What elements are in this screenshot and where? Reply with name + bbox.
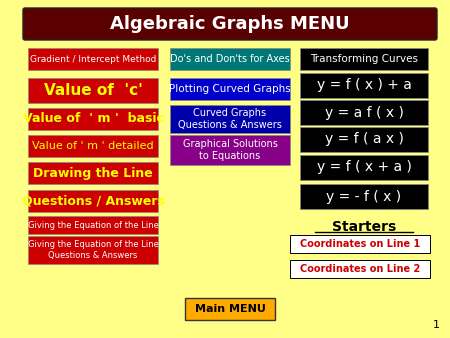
FancyBboxPatch shape (28, 78, 158, 103)
FancyBboxPatch shape (28, 190, 158, 212)
FancyBboxPatch shape (28, 216, 158, 234)
Text: Coordinates on Line 1: Coordinates on Line 1 (300, 239, 420, 249)
Text: Do's and Don'ts for Axes: Do's and Don'ts for Axes (170, 54, 290, 64)
Text: Transforming Curves: Transforming Curves (310, 54, 418, 64)
Text: Coordinates on Line 2: Coordinates on Line 2 (300, 264, 420, 274)
Text: Value of  'c': Value of 'c' (44, 83, 143, 98)
FancyBboxPatch shape (28, 236, 158, 264)
FancyBboxPatch shape (290, 260, 430, 278)
Text: Gradient / Intercept Method: Gradient / Intercept Method (30, 54, 156, 64)
FancyBboxPatch shape (28, 135, 158, 157)
Text: y = f ( x ) + a: y = f ( x ) + a (316, 78, 411, 93)
Text: y = - f ( x ): y = - f ( x ) (326, 190, 401, 203)
FancyBboxPatch shape (170, 48, 290, 70)
FancyBboxPatch shape (300, 100, 428, 125)
FancyBboxPatch shape (300, 155, 428, 180)
Text: Plotting Curved Graphs: Plotting Curved Graphs (169, 84, 291, 94)
Text: Curved Graphs
Questions & Answers: Curved Graphs Questions & Answers (178, 108, 282, 130)
Text: Main MENU: Main MENU (194, 304, 266, 314)
Text: Graphical Solutions
to Equations: Graphical Solutions to Equations (183, 139, 278, 161)
Text: Value of  ' m '  basic: Value of ' m ' basic (22, 113, 163, 125)
Text: Algebraic Graphs MENU: Algebraic Graphs MENU (110, 15, 350, 33)
FancyBboxPatch shape (28, 162, 158, 184)
Text: Value of ' m ' detailed: Value of ' m ' detailed (32, 141, 154, 151)
FancyBboxPatch shape (300, 184, 428, 209)
FancyBboxPatch shape (28, 108, 158, 130)
FancyBboxPatch shape (170, 105, 290, 133)
Text: Starters: Starters (332, 220, 396, 234)
Text: Giving the Equation of the Line: Giving the Equation of the Line (27, 220, 158, 230)
Text: y = f ( x + a ): y = f ( x + a ) (316, 161, 411, 174)
FancyBboxPatch shape (170, 135, 290, 165)
FancyBboxPatch shape (28, 48, 158, 70)
FancyBboxPatch shape (290, 235, 430, 253)
FancyBboxPatch shape (300, 48, 428, 70)
Text: Giving the Equation of the Line
Questions & Answers: Giving the Equation of the Line Question… (27, 240, 158, 260)
FancyBboxPatch shape (300, 127, 428, 152)
FancyBboxPatch shape (185, 298, 275, 320)
FancyBboxPatch shape (300, 73, 428, 98)
Text: Drawing the Line: Drawing the Line (33, 167, 153, 179)
Text: y = a f ( x ): y = a f ( x ) (324, 105, 404, 120)
Text: y = f ( a x ): y = f ( a x ) (324, 132, 404, 146)
Text: 1: 1 (433, 320, 440, 330)
FancyBboxPatch shape (170, 78, 290, 100)
FancyBboxPatch shape (23, 8, 437, 40)
Text: Questions / Answers: Questions / Answers (22, 194, 164, 208)
